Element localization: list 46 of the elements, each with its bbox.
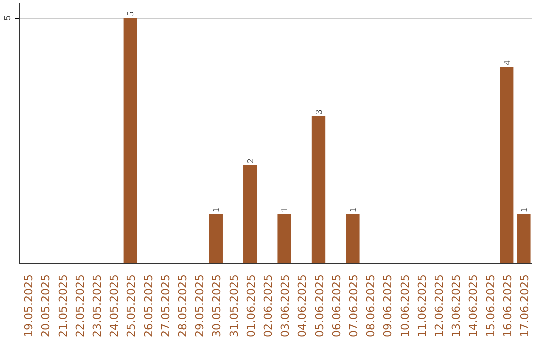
bar <box>312 116 326 264</box>
data-label: 4 <box>502 60 512 66</box>
x-tick-label: 20.05.2025 <box>40 274 53 338</box>
x-tick-label: 31.05.2025 <box>228 274 241 338</box>
x-tick-label: 11.06.2025 <box>416 274 429 338</box>
x-tick-label: 30.05.2025 <box>210 274 224 338</box>
x-tick-label: 06.06.2025 <box>330 274 344 338</box>
bar <box>500 67 514 264</box>
x-tick-label: 03.06.2025 <box>279 274 292 338</box>
x-tick-label: 16.06.2025 <box>501 274 514 338</box>
data-label: 1 <box>280 208 290 212</box>
data-label: 1 <box>518 208 529 212</box>
data-label: 1 <box>348 208 358 212</box>
bar <box>278 214 292 264</box>
bar <box>209 214 223 264</box>
x-tick-label: 23.05.2025 <box>90 274 104 338</box>
x-tick-label: 24.05.2025 <box>108 274 122 338</box>
x-tick-label: 28.05.2025 <box>176 274 190 338</box>
data-label: 5 <box>126 11 136 16</box>
data-label: 3 <box>314 109 324 114</box>
x-tick-label: 09.06.2025 <box>382 274 395 338</box>
x-tick-label: 22.05.2025 <box>74 274 87 338</box>
x-tick-label: 07.06.2025 <box>347 274 360 338</box>
x-tick-label: 25.05.2025 <box>125 274 138 338</box>
x-tick-label: 14.06.2025 <box>467 274 480 338</box>
x-tick-label: 02.06.2025 <box>262 274 275 338</box>
bar <box>346 214 360 264</box>
x-tick-label: 21.05.2025 <box>56 274 70 338</box>
data-label: 2 <box>245 158 256 164</box>
bar <box>244 165 258 264</box>
x-tick-label: 10.06.2025 <box>398 274 412 338</box>
bar <box>124 18 138 264</box>
x-tick-label: 01.06.2025 <box>244 274 258 338</box>
x-tick-label: 12.06.2025 <box>432 274 446 338</box>
bar <box>517 214 531 264</box>
x-tick-label: 26.05.2025 <box>142 274 156 338</box>
x-tick-label: 04.06.2025 <box>296 274 310 338</box>
x-tick-label: 19.05.2025 <box>22 274 36 338</box>
x-tick-label: 15.06.2025 <box>484 274 498 338</box>
x-tick-label: 13.06.2025 <box>450 274 464 338</box>
x-tick-label: 08.06.2025 <box>364 274 378 338</box>
data-label: 1 <box>211 208 222 212</box>
x-tick-label: 27.05.2025 <box>159 274 172 338</box>
x-tick-label: 17.06.2025 <box>518 274 532 338</box>
x-tick-label: 29.05.2025 <box>194 274 207 338</box>
x-tick-label: 05.06.2025 <box>313 274 326 338</box>
